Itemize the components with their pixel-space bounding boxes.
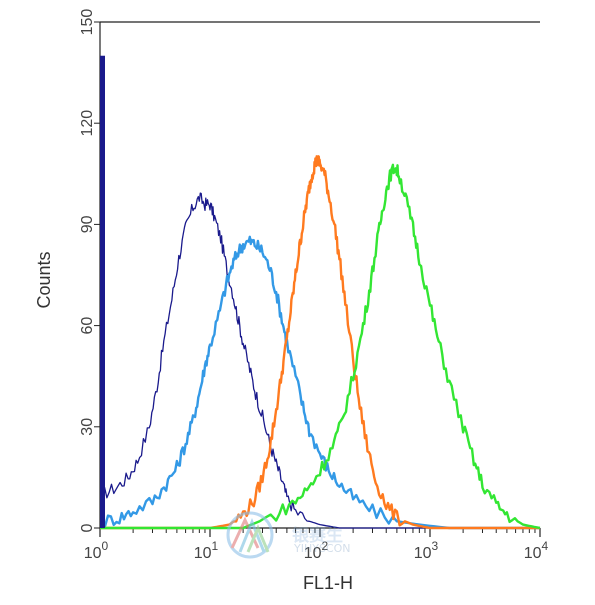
axis-pileup-spike bbox=[100, 55, 105, 528]
x-axis-title: FL1-H bbox=[303, 573, 353, 593]
watermark-cn-text: 银赛生 bbox=[292, 525, 343, 546]
x-axis-ticks: 100 101 102 103 104 bbox=[84, 528, 549, 562]
watermark-green-stroke bbox=[246, 524, 270, 553]
x-tick-label: 102 bbox=[304, 539, 329, 562]
y-tick-label: 30 bbox=[79, 418, 96, 436]
histogram-series-3 bbox=[100, 155, 540, 530]
series-layer bbox=[100, 55, 541, 530]
x-tick-label: 100 bbox=[84, 539, 109, 562]
y-tick-label: 120 bbox=[79, 110, 96, 137]
x-tick-label: 104 bbox=[524, 539, 549, 562]
y-axis-title: Counts bbox=[34, 251, 54, 308]
x-tick-label: 103 bbox=[414, 539, 439, 562]
y-tick-label: 60 bbox=[79, 317, 96, 335]
watermark-blue-stroke bbox=[238, 517, 266, 553]
y-axis-ticks: 0 30 60 90 120 150 bbox=[79, 9, 100, 532]
y-tick-label: 90 bbox=[79, 215, 96, 233]
histogram-series-4 bbox=[100, 163, 541, 530]
y-tick-label: 0 bbox=[79, 523, 96, 532]
watermark-ring-icon bbox=[226, 511, 274, 559]
y-tick-label: 150 bbox=[79, 9, 96, 36]
watermark-en-text: YIHYSCON bbox=[293, 542, 351, 555]
x-tick-label: 101 bbox=[194, 539, 219, 562]
watermark-logo: 银赛生 YIHYSCON bbox=[226, 511, 351, 559]
histogram-series-2 bbox=[101, 235, 540, 530]
